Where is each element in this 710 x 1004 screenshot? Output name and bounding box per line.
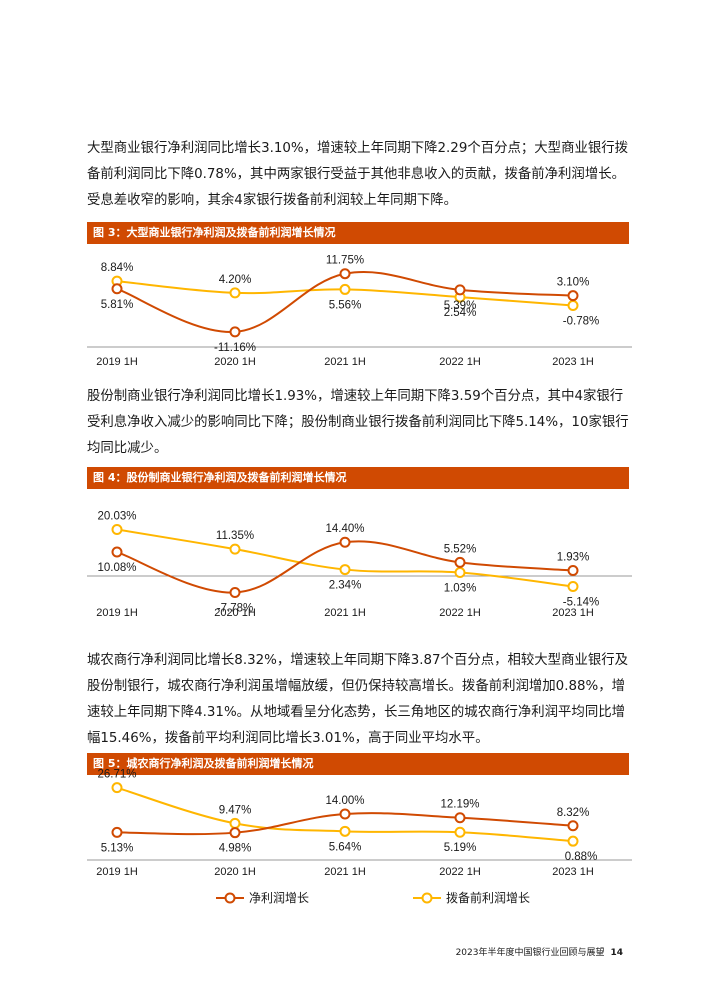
net-profit-point [454,284,466,296]
net-profit-point [454,556,466,568]
page-footer: 2023年半年度中国银行业回顾与展望 14 [456,945,623,958]
pre-provision-data-label: 26.71% [97,769,136,781]
pre-provision-data-label: 5.64% [329,841,362,853]
legend-label-net-profit: 净利润增长 [249,891,310,905]
pre-provision-point [454,826,466,838]
pre-provision-point [567,300,579,312]
figure-4-line-chart: 2019 1H 2020 1H 2021 1H 2022 1H 2023 1H 20.03… [87,510,632,619]
pre-provision-data-label: 0.88% [565,851,598,863]
x-tick-label: 2021 1H [324,607,366,619]
chart-legend: 净利润增长 拨备前利润增长 [87,888,632,908]
paragraph-large-banks: 大型商业银行净利润同比增长3.10%，增速较上年同期下降2.29个百分点；大型商… [87,141,629,208]
paragraph-city-rural-banks: 城农商行净利润同比增长8.32%，增速较上年同期下降3.87个百分点，相较大型商… [87,653,629,746]
x-tick-label: 2022 1H [439,607,481,619]
pre-provision-point [229,543,241,555]
pre-provision-data-label: 9.47% [219,804,252,816]
x-tick-label: 2023 1H [552,356,594,368]
pre-provision-data-label: 1.03% [444,583,477,595]
net-profit-data-label: 5.13% [101,842,134,854]
x-tick-label: 2019 1H [96,607,138,619]
net-profit-data-label: 5.52% [444,543,477,555]
legend-orange-line-marker-icon [216,892,244,904]
net-profit-data-label: -7.78% [217,603,253,615]
footer-report-title: 2023年半年度中国银行业回顾与展望 [455,948,605,958]
net-profit-point [567,564,579,576]
net-profit-data-label: 3.10% [557,277,590,289]
net-profit-point [229,326,241,338]
pre-provision-data-label: 5.19% [444,842,477,854]
net-profit-point [454,812,466,824]
net-profit-point [111,283,123,295]
pre-provision-point [567,835,579,847]
figure-4-title: 图 4：股份制商业银行净利润及拨备前利润增长情况 [87,467,629,489]
net-profit-data-label: 10.08% [97,562,136,574]
pre-provision-point [339,283,351,295]
pre-provision-data-label: 2.54% [444,307,477,319]
net-profit-data-label: 14.00% [325,795,364,807]
net-profit-data-label: 4.98% [219,843,252,855]
x-tick-label: 2021 1H [324,866,366,878]
net-profit-data-label: 5.81% [101,299,134,311]
net-profit-point [229,587,241,599]
pre-provision-point [339,825,351,837]
pre-provision-point [454,567,466,579]
x-tick-label: 2022 1H [439,866,481,878]
x-tick-label: 2020 1H [214,607,256,619]
net-profit-point [111,546,123,558]
pre-provision-data-label: 5.56% [329,299,362,311]
pre-provision-data-label: 4.20% [219,274,252,286]
pre-provision-data-label: 2.34% [329,580,362,592]
pre-provision-data-label: 20.03% [97,510,136,522]
legend-label-pre-provision-profit: 拨备前利润增长 [446,891,531,905]
pre-provision-point [111,523,123,535]
pre-provision-data-label: -5.14% [563,597,599,609]
pre-provision-data-label: 11.35% [216,530,254,542]
pre-provision-data-label: -0.78% [563,316,599,328]
net-profit-data-label: 11.75% [326,255,364,267]
figure-3-line-chart: 2019 1H 2020 1H 2021 1H 2022 1H 2023 1H 8.84%… [87,255,632,368]
net-profit-data-label: 1.93% [557,551,590,563]
net-profit-point [567,290,579,302]
net-profit-point [229,827,241,839]
x-tick-label: 2023 1H [552,607,594,619]
net-profit-data-label: 5.39% [444,300,477,312]
figure-3-title: 图 3：大型商业银行净利润及拨备前利润增长情况 [87,222,629,244]
x-tick-label: 2019 1H [96,866,138,878]
net-profit-point [339,808,351,820]
pre-provision-point [111,782,123,794]
paragraph-joint-stock-banks: 股份制商业银行净利润同比增长1.93%，增速较上年同期下降3.59个百分点，其中… [87,389,629,456]
net-profit-point [339,268,351,280]
net-profit-data-label: 12.19% [440,799,479,811]
net-profit-data-label: 8.32% [557,807,590,819]
pre-provision-point [339,564,351,576]
pre-provision-point [229,287,241,299]
pre-provision-point [229,817,241,829]
net-profit-data-label: 14.40% [325,523,364,535]
pre-provision-data-label: 8.84% [101,262,134,274]
x-tick-label: 2020 1H [214,356,256,368]
x-tick-label: 2022 1H [439,356,481,368]
legend-yellow-line-marker-icon [413,892,441,904]
net-profit-point [339,536,351,548]
x-tick-label: 2021 1H [324,356,366,368]
figure-5-line-chart: 2019 1H 2020 1H 2021 1H 2022 1H 2023 1H 26.71… [87,769,632,878]
x-tick-label: 2019 1H [96,356,138,368]
figure-5-title: 图 5：城农商行净利润及拨备前利润增长情况 [87,753,629,775]
x-tick-label: 2020 1H [214,866,256,878]
net-profit-point [567,820,579,832]
net-profit-data-label: -11.16% [214,342,256,354]
x-tick-label: 2023 1H [552,866,594,878]
net-profit-point [111,826,123,838]
pre-provision-point [567,581,579,593]
page-number: 14 [610,948,623,958]
